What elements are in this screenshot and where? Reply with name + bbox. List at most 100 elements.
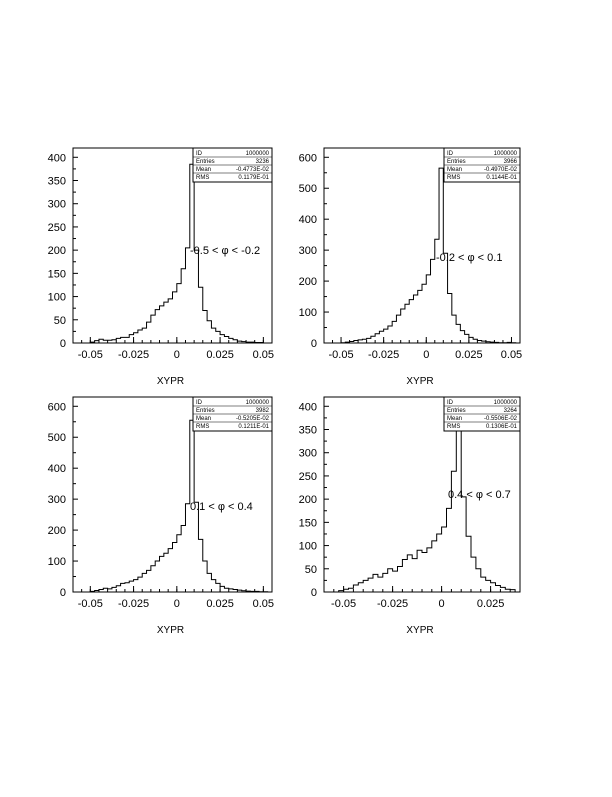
histogram-bin [422,284,426,343]
histogram-bin [90,342,94,343]
histogram-bin [103,340,107,343]
histogram-bin [494,342,498,343]
histogram-bin [160,306,164,343]
y-tick-label: 300 [299,245,317,257]
histogram-bin [224,337,228,344]
x-tick-label: -0.05 [329,349,354,361]
histogram-bin [496,586,501,593]
stats-value: 0.1144E-01 [486,175,517,181]
histogram-bin [401,309,405,343]
histogram-bin [242,342,246,343]
histogram-bin [379,331,383,343]
histogram-bin [437,534,442,592]
histogram-bin [471,557,476,592]
histogram-bin [121,583,125,592]
histogram-bin [155,310,159,343]
histogram-bin [481,577,486,592]
histogram-bin [185,248,189,343]
histogram-bin [448,293,452,343]
y-tick-label: 400 [299,401,317,413]
histogram-bin [194,502,198,592]
histogram-bin [242,591,246,592]
histogram-bin [229,338,233,343]
stats-value: 1000000 [494,151,518,157]
histogram-bin [147,570,151,592]
histogram-bin [362,339,366,343]
histogram-bin [349,588,354,592]
y-tick-label: 350 [48,176,66,188]
histogram-bin [473,339,477,343]
x-axis-label: XYPR [157,625,184,636]
stats-value: 0.1211E-01 [238,424,269,430]
histogram-bin [99,590,103,592]
histogram-bin [412,559,417,592]
histogram-bin [384,329,388,343]
histogram-bin [129,335,133,343]
histogram-bin [134,580,138,592]
histogram-bin [246,342,250,343]
histogram-bin [418,290,422,343]
histogram-bin [486,580,491,592]
histogram-bin [407,555,412,592]
stats-value: 1000000 [246,151,270,157]
histogram-bin [432,541,437,592]
y-tick-label: 300 [299,448,317,460]
histogram-bin [373,574,378,592]
histogram-bin [477,341,481,343]
stats-value: -0.5506E-02 [484,416,518,422]
stats-label: Entries [196,408,215,414]
histogram-bin [237,590,241,592]
histogram-bin [388,569,393,592]
histogram-bin [344,589,349,592]
histogram-bin [383,573,388,592]
x-axis-label: XYPR [406,376,433,387]
range-annotation: 0.1 < φ < 0.4 [190,501,253,513]
histogram-bin [491,583,496,592]
y-tick-label: 200 [299,494,317,506]
histogram-bin [486,342,490,343]
y-tick-label: 50 [54,315,66,327]
x-tick-label: -0.025 [377,598,408,610]
histogram-bin [121,337,125,343]
histogram-bin [216,331,220,343]
histogram-bin [198,539,202,592]
x-tick-label: -0.05 [78,349,103,361]
stats-value: -0.5205E-02 [236,416,270,422]
histogram-bin [142,573,146,592]
histogram-bin [460,331,464,343]
histogram-bin [393,571,398,592]
histogram-bin [469,337,473,343]
histogram-bin [155,561,159,592]
histogram-bin [417,550,422,592]
histogram-bin [181,525,185,592]
y-tick-label: 350 [299,425,317,437]
histogram-bin [203,561,207,592]
histogram-bin [125,583,129,592]
histogram-bin [339,591,344,592]
histogram-bin [160,556,164,592]
histogram-bin [363,580,368,592]
histogram-bin [173,542,177,592]
stats-label: ID [196,400,203,406]
histogram-bin [367,338,371,343]
histogram-bin [108,589,112,592]
x-tick-label: -0.025 [368,349,399,361]
histogram-bin [134,333,138,343]
stats-value: 0.1179E-01 [238,175,269,181]
histogram-bin [413,295,417,343]
histogram-bin [229,589,233,592]
histogram-bin [116,586,120,592]
stats-label: Entries [447,159,466,165]
histogram-bin [396,315,400,343]
histogram-bin [442,527,447,592]
histogram-bin [456,423,461,592]
histogram-bin [203,311,207,344]
histogram-bin [246,591,250,592]
x-tick-label: 0.025 [206,349,234,361]
histogram-bin [490,342,494,343]
histogram-bin [233,340,237,343]
y-tick-label: 200 [48,245,66,257]
histogram-bin [112,340,116,343]
